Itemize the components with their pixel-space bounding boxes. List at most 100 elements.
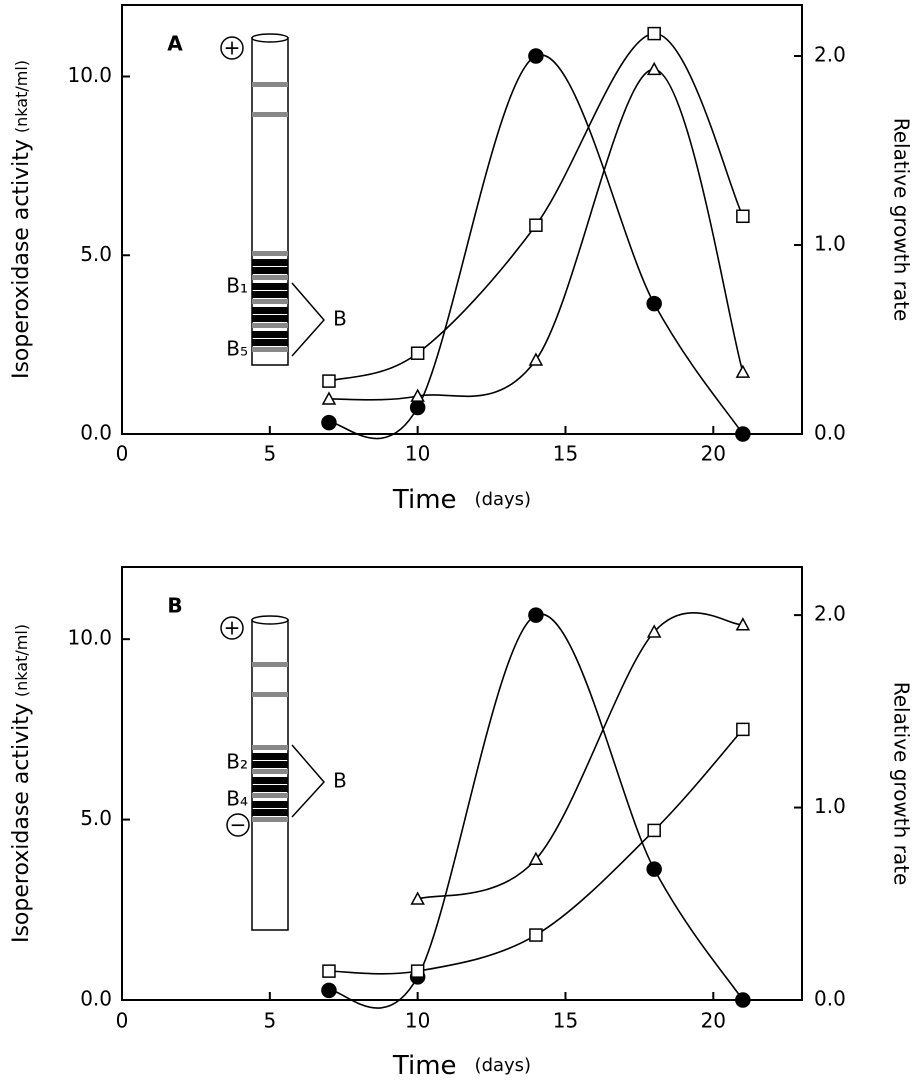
gel-band <box>252 761 288 768</box>
series-line <box>328 68 744 401</box>
y2-axis-title: Relative growth rate <box>890 682 914 886</box>
x-tick-label: 5 <box>263 1009 276 1033</box>
y-label: Isoperoxidase activity <box>9 703 34 943</box>
y2-tick-label: 0.0 <box>814 421 846 445</box>
panel-label: B <box>167 594 182 618</box>
x-tick-label: 10 <box>405 442 430 466</box>
gel-band <box>252 777 288 784</box>
y-axis-title: Isoperoxidase activity (nkat/ml) <box>9 624 34 943</box>
point-triangle <box>528 352 544 366</box>
x-axis-title: Time (days) <box>392 1051 531 1081</box>
band-bottom-label: B₄ <box>226 787 248 811</box>
point-triangle <box>646 61 662 76</box>
anode-circle <box>220 36 244 60</box>
x-tick-label: 20 <box>701 1009 726 1033</box>
point-square <box>736 722 750 737</box>
series-line <box>328 613 744 1009</box>
plot-frame <box>121 4 803 435</box>
y2-axis-title: Relative growth rate <box>890 118 914 322</box>
y-unit: (nkat/ml) <box>12 60 31 133</box>
x-tick-label: 20 <box>701 442 726 466</box>
gel-band <box>252 753 288 760</box>
bracket <box>291 282 325 357</box>
gel-band <box>252 331 288 338</box>
gel-band <box>252 275 288 280</box>
x-tick-label: 10 <box>405 1009 430 1033</box>
point-circle <box>528 48 544 64</box>
gel-band <box>252 315 288 322</box>
point-triangle <box>735 617 751 631</box>
y2-tick-label: 0.0 <box>814 987 846 1011</box>
point-circle <box>528 607 544 623</box>
gel-band <box>252 323 288 328</box>
gel-band <box>252 347 288 352</box>
gel-band <box>252 259 288 266</box>
point-square <box>322 374 336 388</box>
y2-tick-label: 2.0 <box>814 602 846 626</box>
point-square <box>322 964 336 978</box>
x-unit: (days) <box>475 1055 532 1076</box>
x-label: Time <box>392 1051 457 1081</box>
x-unit: (days) <box>475 489 532 510</box>
anode-label: + <box>224 616 241 640</box>
point-square <box>647 823 661 838</box>
point-triangle <box>410 388 425 402</box>
band-top-label: B₁ <box>226 274 248 298</box>
cathode-label: − <box>230 813 247 837</box>
point-circle <box>321 414 337 431</box>
gel-band <box>252 801 288 808</box>
y-unit: (nkat/ml) <box>12 624 31 697</box>
series-line <box>328 32 744 382</box>
gel-band <box>252 745 288 750</box>
point-circle <box>646 861 662 877</box>
x-tick-label: 5 <box>263 442 276 466</box>
bracket <box>291 744 326 818</box>
point-square <box>410 964 425 978</box>
x-tick-label: 0 <box>116 1009 129 1033</box>
x-label: Time <box>392 485 457 515</box>
point-triangle <box>735 364 751 378</box>
point-square <box>410 346 425 360</box>
gel-band <box>252 662 288 667</box>
anode-label: + <box>224 36 241 60</box>
band-top-label: B₂ <box>226 750 248 774</box>
gel-band <box>252 82 288 87</box>
x-tick-label: 15 <box>553 442 578 466</box>
point-triangle <box>646 624 662 638</box>
point-square <box>529 218 543 232</box>
y-tick-label: 5.0 <box>80 242 112 266</box>
point-circle <box>321 982 337 999</box>
point-square <box>647 26 661 41</box>
gel-band <box>252 817 288 822</box>
panel-label: A <box>167 32 183 56</box>
gel-band <box>252 339 288 346</box>
point-circle <box>409 399 426 416</box>
gel-band <box>252 299 288 304</box>
gel-band <box>252 692 288 697</box>
band-bottom-label: B₅ <box>226 337 248 361</box>
point-square <box>736 209 750 224</box>
y-tick-label: 5.0 <box>80 806 112 830</box>
y-tick-label: 10.0 <box>67 63 112 87</box>
gel-band <box>252 809 288 816</box>
series-line <box>417 612 743 900</box>
point-circle <box>735 992 751 1008</box>
gel-top <box>251 615 289 625</box>
point-triangle <box>528 851 544 866</box>
y-tick-label: 10.0 <box>67 626 112 650</box>
group-label: B <box>333 769 347 793</box>
gel-band <box>252 307 288 314</box>
gel-band <box>252 112 288 117</box>
y-tick-label: 0.0 <box>80 421 112 445</box>
x-tick-label: 15 <box>553 1009 578 1033</box>
group-label: B <box>333 307 347 331</box>
cathode-circle <box>226 813 250 837</box>
y-axis-title: Isoperoxidase activity (nkat/ml) <box>9 60 34 379</box>
gel-band <box>252 267 288 274</box>
plot-frame <box>121 566 803 1001</box>
gel-band <box>252 785 288 792</box>
point-circle <box>646 295 662 312</box>
gel-band <box>252 251 288 256</box>
y-label: Isoperoxidase activity <box>9 139 34 379</box>
x-axis-title: Time (days) <box>392 485 531 515</box>
